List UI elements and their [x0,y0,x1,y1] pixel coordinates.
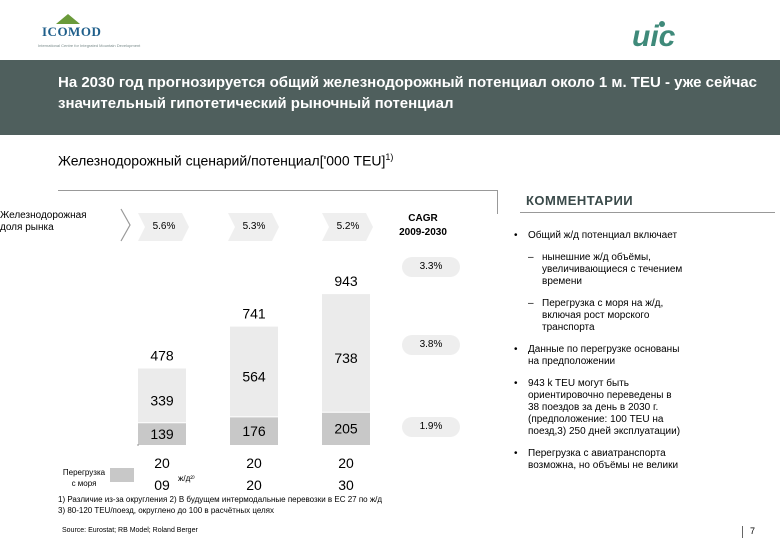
rail-share-shape-1 [138,213,189,241]
cagr-header-line1: CAGR [408,213,438,224]
bar-top-2020 [230,326,278,417]
bar-bottom-label-2030: 205 [334,421,358,437]
cagr-bottom-segment: 1.9% [402,417,460,437]
comment-bullet: – [528,298,534,309]
rail-share-shape-3 [322,213,373,241]
comment-line: транспорта [542,322,595,333]
uic-logo-text: uic [632,20,676,53]
page-title: На 2030 год прогнозируется общий железно… [58,74,757,112]
comment-line: 38 поездов за день в 2030 г. [528,402,659,413]
source-note: Source: Eurostat; RB Model; Roland Berge… [62,527,198,534]
comment-bullet: • [514,344,518,355]
cagr-header-line2: 2009-2030 [399,227,447,238]
comment-line: Данные по перегрузке основаны [528,344,680,355]
subtitle-footnote-ref: 1) [385,152,394,162]
comment-bullet: • [514,230,518,241]
comment-bullet: – [528,252,534,263]
comment-line: поезд,3) 250 дней эксплуатации) [528,426,681,437]
legend-label-line1: Перегрузка [62,468,106,477]
comment-line: нынешние ж/д объёмы, [542,252,651,263]
category-label-bottom-2020: 20 [246,477,262,493]
stacked-bar-chart: 139 339 478 20 09 176 564 741 20 20 205 738 943 20 30 ж… [137,273,370,493]
page-number: 7 [750,526,756,536]
comment-bullet: • [514,448,518,459]
comment-bullet: • [514,378,518,389]
rail-share-2030: 5.2% [336,221,360,232]
rail-share-2009: 5.6% [152,221,176,232]
rail-share-2020: 5.3% [242,221,266,232]
bar-total-label-2020: 741 [242,306,266,322]
category-label-bottom-2009: 09 [154,477,170,493]
bar-total-label-2030: 943 [334,273,358,289]
bar-total-label-2009: 478 [150,348,174,364]
comments-title: КОММЕНТАРИИ [526,193,634,208]
comment-line: на предположении [528,356,616,367]
icimod-logo: ICOMOD International Centre for Integrat… [34,10,140,54]
chevron-right-icon [120,208,131,242]
category-label-top-2009: 20 [154,455,170,471]
footnotes: 1) Различие из-за округления 2) В будуще… [58,494,382,516]
category-label-top-2030: 20 [338,455,354,471]
cagr-top-segment: 3.8% [402,335,460,355]
rail-share-label-line1: Железнодорожная [0,210,87,221]
rail-share-shape-2 [228,213,279,241]
comment-line: включая рост морского [542,310,650,321]
chart-subtitle: Железнодорожный сценарий/потенциал['000 … [58,152,393,169]
comment-line: (предположение: 100 TEU на [528,414,664,425]
divider [58,190,498,191]
page-divider [742,526,743,538]
category-note: ж/д²⁾ [178,474,195,483]
title-banner [0,60,780,135]
bar-top-label-2020: 564 [242,369,266,385]
bar-bottom-2020 [230,416,278,445]
bar-bottom-2030 [322,412,370,445]
legend-swatch [110,468,134,482]
bar-top-label-2009: 339 [150,393,174,409]
comment-line: Перегрузка с моря на ж/д, [542,298,664,309]
subtitle-text: Железнодорожный сценарий/потенциал['000 … [58,152,386,169]
comment-line: 943 k TEU могут быть [528,378,629,389]
bar-bottom-2009 [138,422,186,445]
mountain-icon [56,14,80,24]
bar-top-2030 [322,294,370,413]
cagr-total: 3.3% [402,257,460,277]
uic-logo: uic [632,20,676,53]
comments-divider [520,212,775,213]
category-label-top-2020: 20 [246,455,262,471]
legend-label-line2: с моря [71,479,97,488]
comment-line: времени [542,276,582,287]
bar-bottom-label-2020: 176 [242,423,266,439]
bar-top-2009 [138,368,186,423]
category-label-bottom-2030: 30 [338,477,354,493]
divider-tick [497,190,498,214]
comment-line: Общий ж/д потенциал включает [528,230,678,241]
rail-share-label-line2: доля рынка [0,222,54,233]
comment-line: увеличивающиеся с течением [542,264,683,275]
rail-share-label: Железнодорожная доля рынка [0,210,87,234]
footnote-line2: 3) 80-120 TEU/поезд, округлено до 100 в … [58,506,275,515]
logo-left-sub: International Centre for Integrated Moun… [38,43,141,48]
comment-line: возможна, но объёмы не велики [528,460,679,471]
logo-left-name: ICOMOD [42,24,102,39]
bar-top-label-2030: 738 [334,350,358,366]
comment-line: ориентировочно переведены в [528,390,672,401]
legend-label: Перегрузка с моря [62,467,106,489]
bar-bottom-label-2009: 139 [150,426,174,442]
footnote-line1: 1) Различие из-за округления 2) В будуще… [58,495,383,504]
comment-line: Перегрузка с авиатранспорта [528,448,666,459]
cagr-header: CAGR 2009-2030 [392,212,454,240]
